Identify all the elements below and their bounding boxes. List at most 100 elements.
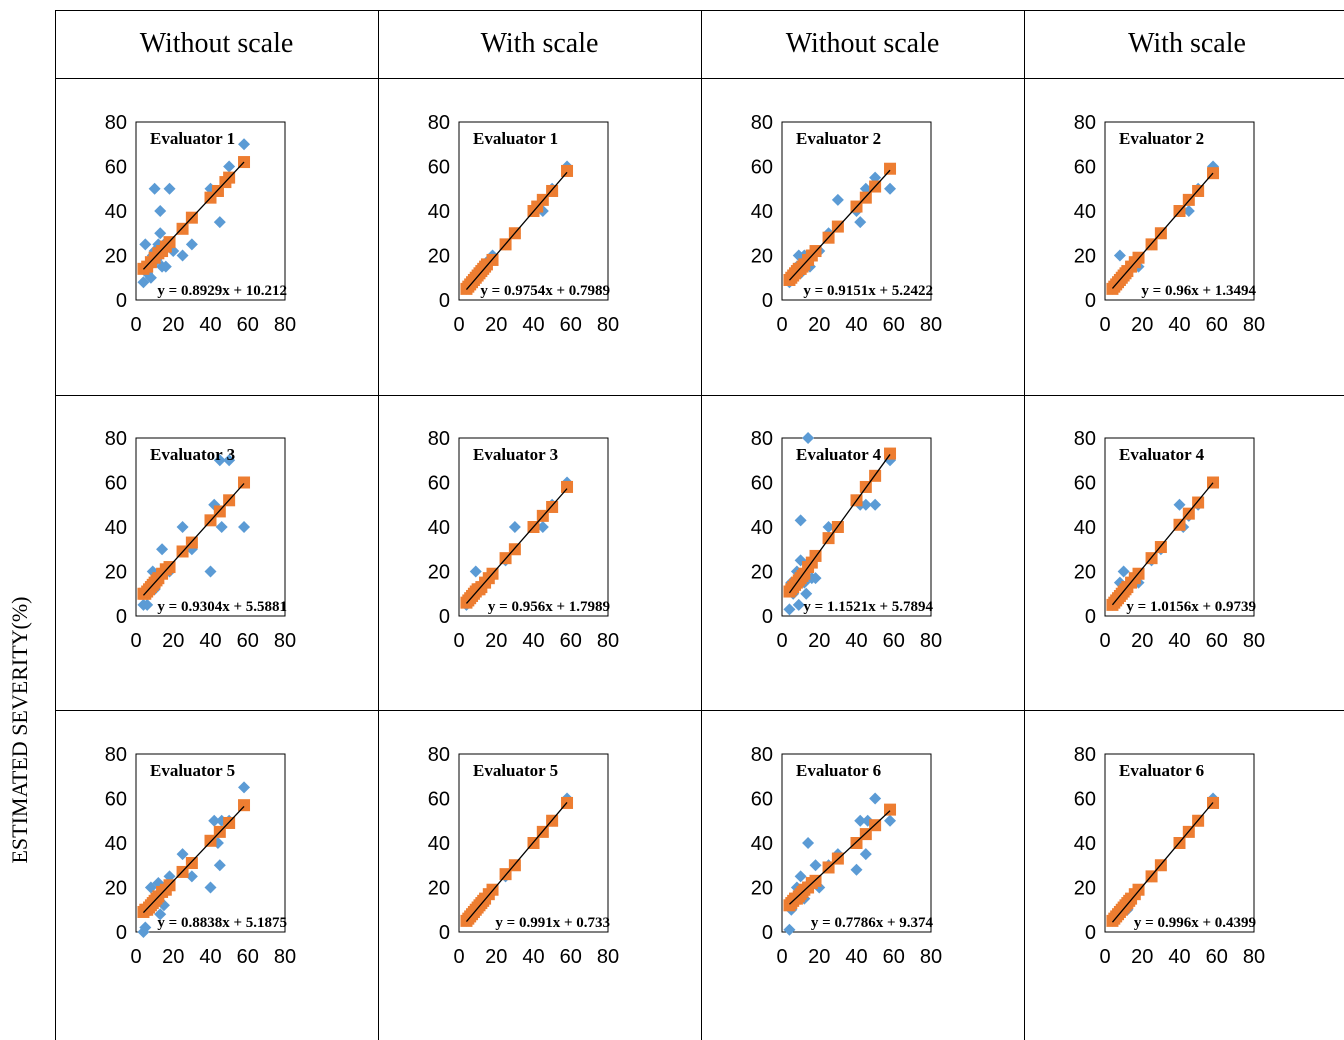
y-tick-label: 60 [105, 157, 127, 179]
actual-point [1113, 249, 1126, 262]
y-tick-label: 20 [105, 246, 127, 268]
y-tick-label: 20 [428, 878, 450, 900]
actual-point [238, 781, 251, 794]
actual-point [1117, 565, 1130, 578]
y-tick-label: 0 [762, 290, 773, 312]
actual-point [822, 521, 835, 533]
x-tick-label: 20 [485, 630, 507, 652]
scatter-plot: 0 20 40 60 80 0 20 40 60 80 Evaluator 2 y = 0.9151x… [751, 112, 942, 336]
scatter-plot: 0 20 40 60 80 0 20 40 60 80 Evaluator 6 y = 0.7786x… [751, 744, 942, 968]
y-tick-label: 0 [762, 922, 773, 944]
y-tick-label: 80 [751, 744, 773, 766]
actual-point [850, 863, 863, 876]
evaluator-label: Evaluator 5 [150, 761, 235, 780]
x-tick-label: 40 [199, 946, 221, 968]
x-tick-label: 20 [808, 630, 830, 652]
actual-point [176, 848, 189, 861]
scatter-plot: 0 20 40 60 80 0 20 40 60 80 Evaluator 1 y = 0.8929x… [105, 112, 296, 336]
x-tick-label: 20 [808, 946, 830, 968]
y-tick-label: 0 [1085, 290, 1096, 312]
actual-point [204, 565, 217, 578]
regression-equation: y = 0.9151x + 5.2422 [803, 283, 933, 299]
x-tick-label: 0 [130, 946, 141, 968]
x-tick-label: 80 [597, 630, 619, 652]
plot-area [135, 121, 286, 301]
x-tick-label: 0 [453, 946, 464, 968]
actual-point [213, 454, 226, 467]
actual-point [154, 205, 167, 217]
actual-point [176, 521, 189, 533]
y-tick-label: 40 [428, 833, 450, 855]
actual-point [783, 923, 796, 936]
trendline [142, 161, 245, 270]
column-divider-2 [701, 10, 702, 1040]
trendline [465, 171, 568, 290]
scatter-plot: 0 20 40 60 80 0 20 40 60 80 Evaluator 5 y = 0.8838x… [105, 744, 296, 968]
y-tick-label: 40 [751, 201, 773, 223]
x-tick-label: 0 [1099, 946, 1110, 968]
plot-area [458, 437, 609, 617]
x-tick-label: 60 [237, 314, 259, 336]
y-tick-label: 20 [428, 562, 450, 584]
y-tick-label: 40 [105, 833, 127, 855]
x-tick-label: 20 [162, 314, 184, 336]
actual-point [1113, 576, 1126, 589]
actual-point [223, 160, 236, 173]
trendline [789, 810, 891, 905]
chart-grid: Without scale With scale Without scale W… [55, 10, 1344, 1040]
trendline [788, 454, 891, 594]
table-top-border [55, 10, 1344, 11]
y-tick-label: 80 [105, 428, 127, 450]
x-tick-label: 0 [776, 314, 787, 336]
x-tick-label: 60 [560, 630, 582, 652]
x-tick-label: 60 [560, 314, 582, 336]
x-tick-label: 20 [485, 314, 507, 336]
actual-point [141, 598, 154, 611]
y-tick-label: 40 [1074, 517, 1096, 539]
actual-point [223, 454, 236, 467]
y-tick-label: 80 [751, 112, 773, 134]
y-tick-label: 60 [1074, 789, 1096, 811]
evaluator-label: Evaluator 5 [473, 761, 558, 780]
header-col-3: Without scale [785, 28, 940, 59]
x-tick-label: 80 [274, 314, 296, 336]
x-tick-label: 60 [1206, 946, 1228, 968]
y-tick-label: 60 [751, 157, 773, 179]
actual-point [159, 260, 172, 273]
actual-point [831, 193, 844, 206]
row-divider-1 [55, 395, 1344, 396]
actual-point [800, 587, 813, 600]
y-tick-label: 0 [439, 290, 450, 312]
actual-point [859, 498, 872, 511]
actual-point [884, 814, 897, 827]
x-tick-label: 0 [1099, 630, 1110, 652]
y-tick-label: 60 [1074, 157, 1096, 179]
y-tick-label: 80 [1074, 112, 1096, 134]
actual-point [869, 792, 882, 805]
x-tick-label: 0 [1099, 314, 1110, 336]
actual-point [802, 432, 815, 444]
x-tick-label: 80 [920, 314, 942, 336]
evaluator-label: Evaluator 6 [1119, 761, 1204, 780]
regression-equation: y = 0.8929x + 10.212 [157, 283, 287, 299]
x-tick-label: 60 [883, 314, 905, 336]
actual-point [536, 521, 549, 533]
plot-area [1104, 121, 1255, 301]
actual-point [204, 881, 217, 894]
actual-point [163, 182, 176, 195]
x-tick-label: 80 [274, 630, 296, 652]
header-divider [55, 78, 1344, 79]
plot-area [458, 753, 609, 933]
y-tick-label: 60 [1074, 473, 1096, 495]
regression-equation: y = 1.1521x + 5.7894 [803, 599, 933, 615]
actual-point [215, 521, 228, 533]
actual-point [1182, 205, 1195, 217]
actual-point [794, 870, 807, 883]
column-divider-3 [1024, 10, 1025, 1040]
y-tick-label: 60 [105, 789, 127, 811]
actual-point [809, 572, 822, 585]
actual-point [869, 498, 882, 511]
evaluator-label: Evaluator 3 [473, 445, 558, 464]
evaluator-label: Evaluator 3 [150, 445, 235, 464]
y-tick-label: 20 [1074, 562, 1096, 584]
